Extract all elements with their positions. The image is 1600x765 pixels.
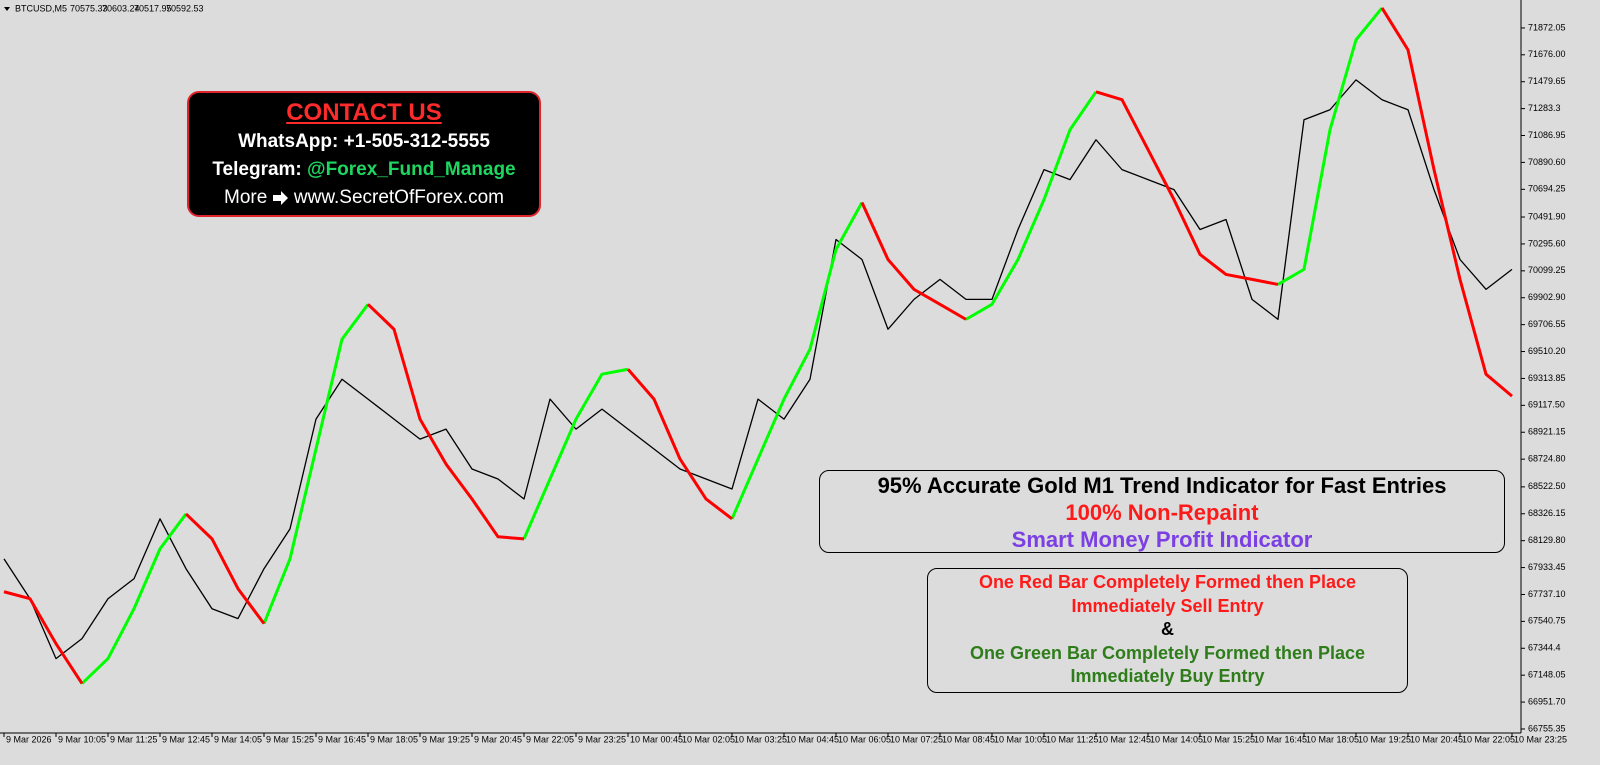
y-tick-label: 70491.90 bbox=[1528, 211, 1566, 221]
series-line bbox=[3, 7, 1513, 685]
x-tick-label: 9 Mar 11:25 bbox=[110, 734, 157, 744]
x-tick-label: 10 Mar 03:25 bbox=[734, 734, 787, 744]
y-tick-label: 66951.70 bbox=[1528, 696, 1566, 706]
contact-box: CONTACT US WhatsApp: +1-505-312-5555 Tel… bbox=[187, 91, 541, 217]
ohlc-value: 70603.24 bbox=[102, 3, 140, 13]
sell-rule: One Red Bar Completely Formed then Place bbox=[978, 572, 1357, 592]
y-tick-label: 67148.05 bbox=[1528, 670, 1566, 680]
telegram-row: Telegram: @Forex_Fund_Manage bbox=[189, 156, 539, 184]
x-tick-label: 10 Mar 23:25 bbox=[1514, 734, 1567, 744]
non-repaint: 100% Non-Repaint bbox=[1065, 500, 1259, 525]
headline: 95% Accurate Gold M1 Trend Indicator for… bbox=[877, 473, 1447, 498]
y-tick-label: 66755.35 bbox=[1528, 723, 1566, 733]
x-tick-label: 10 Mar 10:05 bbox=[994, 734, 1047, 744]
x-tick-label: 10 Mar 15:25 bbox=[1202, 734, 1255, 744]
x-tick-label: 10 Mar 19:25 bbox=[1358, 734, 1411, 744]
x-tick-label: 10 Mar 00:45 bbox=[630, 734, 683, 744]
x-tick-label: 9 Mar 15:25 bbox=[266, 734, 314, 744]
x-tick-label: 9 Mar 22:05 bbox=[526, 734, 574, 744]
series-line bbox=[3, 79, 1513, 660]
y-tick-label: 70099.25 bbox=[1528, 265, 1566, 275]
x-tick-label: 10 Mar 06:05 bbox=[838, 734, 891, 744]
x-tick-label: 9 Mar 20:45 bbox=[474, 734, 522, 744]
x-tick-label: 9 Mar 16:45 bbox=[318, 734, 366, 744]
y-tick-label: 69706.55 bbox=[1528, 319, 1566, 329]
x-tick-label: 10 Mar 07:25 bbox=[890, 734, 943, 744]
telegram-handle: @Forex_Fund_Manage bbox=[307, 159, 516, 180]
y-tick-label: 69902.90 bbox=[1528, 292, 1566, 302]
y-tick-label: 68724.80 bbox=[1528, 454, 1566, 464]
rules-box: One Red Bar Completely Formed then Place… bbox=[927, 568, 1408, 693]
y-tick-label: 71676.00 bbox=[1528, 49, 1566, 59]
y-tick-label: 69510.20 bbox=[1528, 346, 1566, 356]
website: www.SecretOfForex.com bbox=[293, 187, 504, 208]
y-tick-label: 68129.80 bbox=[1528, 535, 1566, 545]
x-tick-label: 10 Mar 16:45 bbox=[1254, 734, 1307, 744]
y-tick-label: 67344.4 bbox=[1528, 643, 1561, 653]
menu-arrow[interactable] bbox=[4, 7, 10, 11]
x-tick-label: 9 Mar 14:05 bbox=[214, 734, 262, 744]
y-tick-label: 69117.50 bbox=[1528, 400, 1565, 410]
whatsapp: WhatsApp: +1-505-312-5555 bbox=[238, 131, 490, 152]
x-tick-label: 10 Mar 11:25 bbox=[1046, 734, 1098, 744]
contact-title: CONTACT US bbox=[286, 99, 442, 126]
y-tick-label: 68921.15 bbox=[1528, 427, 1566, 437]
y-tick-label: 67540.75 bbox=[1528, 616, 1566, 626]
y-tick-label: 68522.50 bbox=[1528, 481, 1566, 491]
product: Smart Money Profit Indicator bbox=[1011, 527, 1313, 552]
more-row: More www.SecretOfForex.com bbox=[189, 184, 539, 212]
sell-rule: Immediately Sell Entry bbox=[1071, 595, 1264, 616]
y-tick-label: 71872.05 bbox=[1528, 22, 1566, 32]
x-tick-label: 10 Mar 20:45 bbox=[1410, 734, 1463, 744]
y-tick-label: 70295.60 bbox=[1528, 238, 1566, 248]
x-tick-label: 9 Mar 10:05 bbox=[58, 734, 106, 744]
y-tick-label: 67933.45 bbox=[1528, 562, 1566, 572]
x-tick-label: 10 Mar 04:45 bbox=[786, 734, 839, 744]
buy-rule: Immediately Buy Entry bbox=[1070, 666, 1265, 686]
buy-rule: One Green Bar Completely Formed then Pla… bbox=[969, 642, 1366, 663]
x-tick-label: 9 Mar 19:25 bbox=[422, 734, 470, 744]
ohlc-value: 70517.95 bbox=[134, 3, 172, 13]
x-tick-label: 9 Mar 2026 bbox=[6, 734, 52, 744]
y-tick-label: 67737.10 bbox=[1528, 589, 1566, 599]
series-line bbox=[80, 6, 1384, 685]
more: More bbox=[224, 187, 268, 208]
x-tick-label: 10 Mar 08:45 bbox=[942, 734, 995, 744]
x-tick-label: 9 Mar 18:05 bbox=[370, 734, 418, 744]
x-tick-label: 9 Mar 23:25 bbox=[578, 734, 626, 744]
x-tick-label: 10 Mar 18:05 bbox=[1306, 734, 1359, 744]
and: & bbox=[1161, 619, 1174, 639]
ohlc-value: 70592.53 bbox=[166, 3, 204, 13]
y-tick-label: 70890.60 bbox=[1528, 157, 1566, 167]
chart-title: BTCUSD,M5 bbox=[15, 3, 67, 13]
x-tick-label: 10 Mar 14:05 bbox=[1150, 734, 1203, 744]
x-tick-label: 9 Mar 12:45 bbox=[162, 734, 210, 744]
y-tick-label: 69313.85 bbox=[1528, 373, 1566, 383]
x-tick-label: 10 Mar 02:05 bbox=[682, 734, 735, 744]
y-tick-label: 70694.25 bbox=[1528, 184, 1566, 194]
x-tick-label: 10 Mar 12:45 bbox=[1098, 734, 1151, 744]
y-tick-label: 68326.15 bbox=[1528, 508, 1566, 518]
telegram-label: Telegram: bbox=[212, 159, 302, 180]
arrow-icon bbox=[272, 190, 288, 205]
y-tick-label: 71283.3 bbox=[1528, 103, 1561, 113]
x-tick-label: 10 Mar 22:05 bbox=[1462, 734, 1515, 744]
y-tick-label: 71086.95 bbox=[1528, 130, 1566, 140]
ohlc-value: 70575.33 bbox=[70, 3, 108, 13]
promo-box: 95% Accurate Gold M1 Trend Indicator for… bbox=[819, 470, 1505, 553]
y-tick-label: 71479.65 bbox=[1528, 76, 1566, 86]
